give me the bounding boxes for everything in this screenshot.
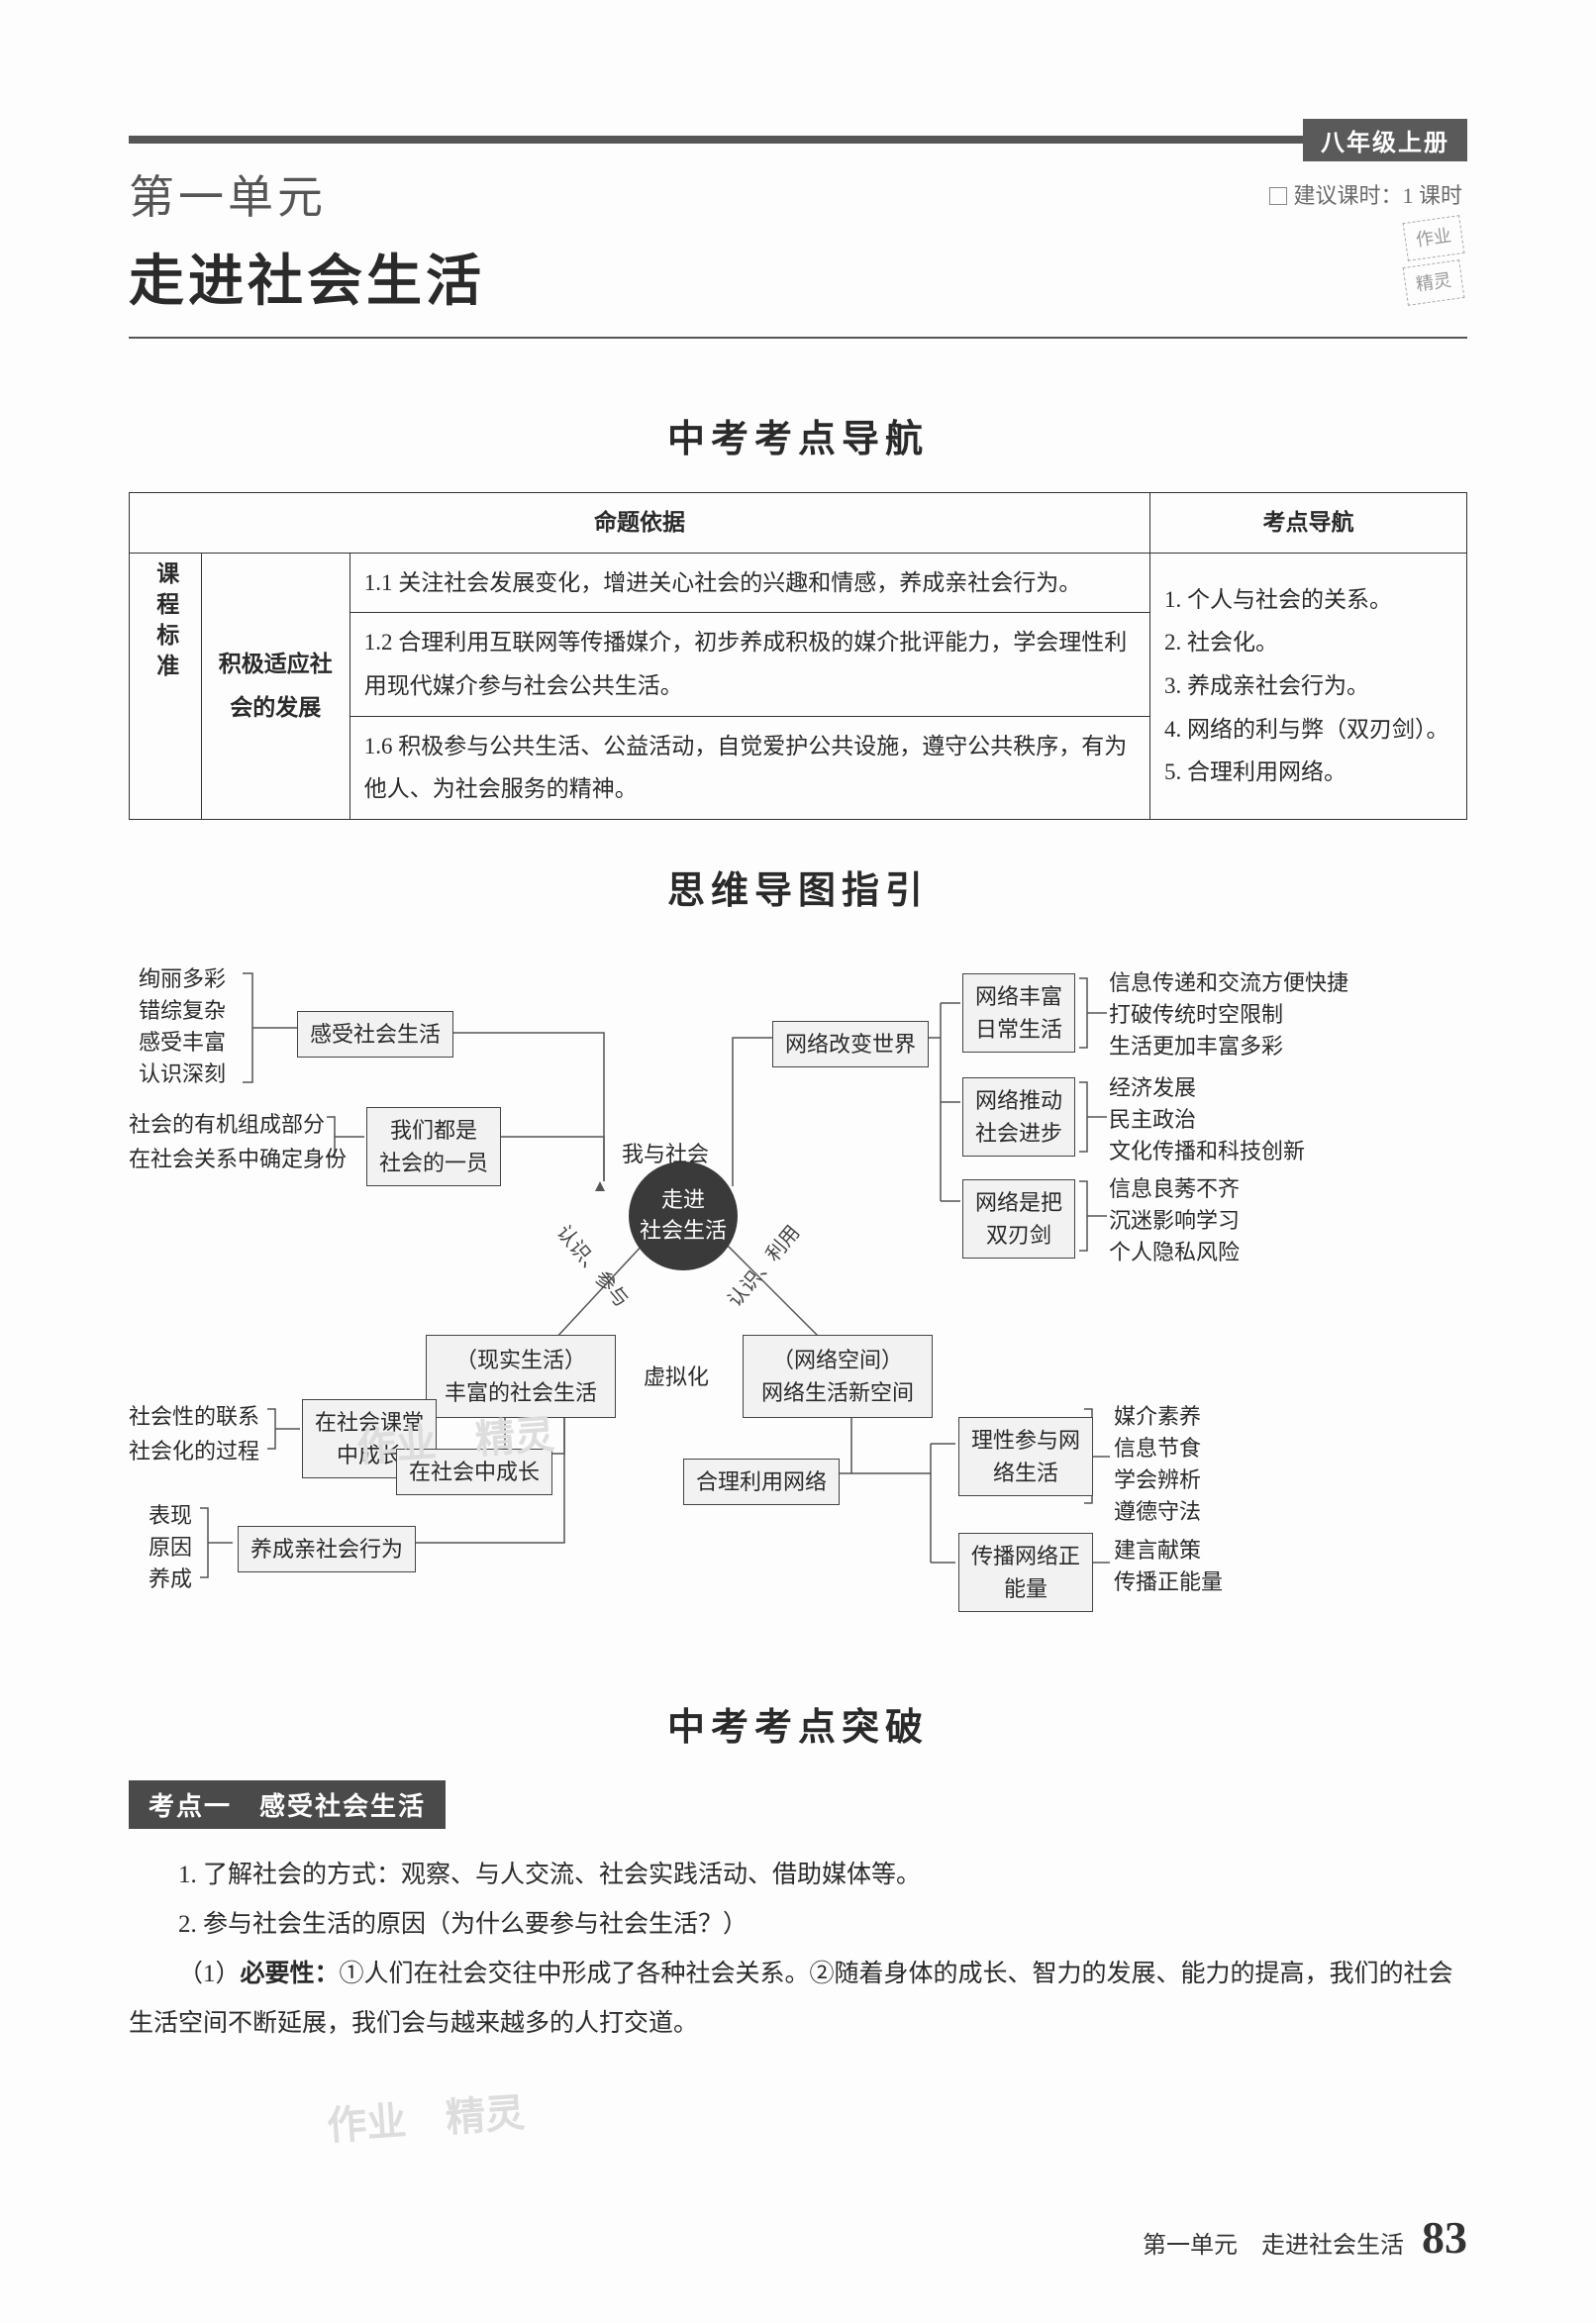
- suggestion-box: 建议课时：1 课时 作业 精灵: [1269, 178, 1462, 302]
- point-4: 5. 合理利用网络。: [1164, 751, 1452, 794]
- mm-r3-b: 双刃剑: [975, 1219, 1062, 1252]
- stamp-1: 作业: [1403, 215, 1465, 260]
- mm-rightbox: （网络空间） 网络生活新空间: [743, 1335, 933, 1418]
- mm-leftbox: （现实生活） 丰富的社会生活: [426, 1335, 616, 1418]
- mm-r2-a: 网络推动: [975, 1084, 1062, 1117]
- mm-r3-0: 信息良莠不齐: [1109, 1171, 1240, 1203]
- title-underline: [129, 337, 1467, 339]
- section-breakthrough-title: 中考考点突破: [129, 1696, 1467, 1751]
- mm-l1-3: 认识深刻: [139, 1057, 226, 1088]
- mm-r2-2: 文化传播和科技创新: [1109, 1134, 1305, 1165]
- th-points: 考点导航: [1150, 493, 1467, 554]
- mm-r2-b: 社会进步: [975, 1117, 1062, 1150]
- mm-r2-0: 经济发展: [1109, 1070, 1196, 1102]
- mm-l3-0: 社会性的联系: [129, 1399, 259, 1431]
- point-2: 3. 养成亲社会行为。: [1164, 664, 1452, 708]
- mm-rightbox-b: 网络生活新空间: [761, 1376, 914, 1409]
- mm-r5-a: 传播网络正: [971, 1540, 1080, 1572]
- mindmap: 走进 社会生活 我与社会 （现实生活） 丰富的社会生活 （网络空间） 网络生活新…: [129, 944, 1467, 1657]
- mm-l1-2: 感受丰富: [139, 1025, 226, 1057]
- mm-r2-1: 民主政治: [1109, 1102, 1196, 1134]
- mm-l4-2: 养成: [149, 1562, 192, 1593]
- footer: 第一单元 走进社会生活 83: [1143, 2211, 1467, 2264]
- grade-badge: 八年级上册: [1303, 119, 1467, 161]
- point-1: 2. 社会化。: [1164, 621, 1452, 664]
- mm-l2-1: 在社会关系中确定身份: [129, 1142, 347, 1173]
- mm-l1-1: 错综复杂: [139, 993, 226, 1025]
- mm-r4-box: 理性参与网 络生活: [958, 1417, 1093, 1496]
- point-0: 1. 个人与社会的关系。: [1164, 578, 1452, 622]
- mm-l4-box: 养成亲社会行为: [238, 1526, 416, 1572]
- mm-r1-box: 网络丰富 日常生活: [962, 973, 1075, 1053]
- mm-l4-0: 表现: [149, 1498, 192, 1530]
- mm-leftbox-a: （现实生活）: [445, 1344, 597, 1376]
- mm-r1-b: 日常生活: [975, 1013, 1062, 1046]
- mm-l2-box-a: 我们都是: [379, 1114, 488, 1147]
- point-3: 4. 网络的利与弊（双刃剑）。: [1164, 708, 1452, 752]
- unit-number: 第一单元: [129, 161, 1467, 227]
- mm-r1-a: 网络丰富: [975, 980, 1062, 1013]
- mm-r4-0: 媒介素养: [1114, 1399, 1201, 1431]
- mm-r1-2: 生活更加丰富多彩: [1109, 1029, 1283, 1060]
- mm-r5-box: 传播网络正 能量: [958, 1533, 1093, 1612]
- mm-r4-a: 理性参与网: [971, 1424, 1080, 1457]
- mm-r5-b: 能量: [971, 1572, 1080, 1605]
- mm-r4-2: 学会辨析: [1114, 1463, 1201, 1494]
- kaodian-bar: 考点一 感受社会生活: [129, 1780, 446, 1829]
- td-basis-1: 1.2 合理利用互联网等传播媒介，初步养成积极的媒介批评能力，学会理性利用现代媒…: [349, 613, 1149, 716]
- mm-r3-box: 网络是把 双刃剑: [962, 1179, 1075, 1259]
- th-basis: 命题依据: [130, 493, 1150, 554]
- stamp-2: 精灵: [1403, 259, 1465, 305]
- mm-r3-2: 个人隐私风险: [1109, 1235, 1240, 1266]
- mm-r4-3: 遵德守法: [1114, 1494, 1201, 1526]
- mm-top: 我与社会: [622, 1137, 709, 1168]
- td-vert-label: 课程标准: [130, 553, 202, 819]
- kd-p3b: 必要性：: [241, 1961, 340, 1987]
- mm-r3-a: 网络是把: [975, 1186, 1062, 1219]
- mm-l3-1: 社会化的过程: [129, 1434, 259, 1465]
- top-rule-row: 八年级上册: [129, 119, 1467, 161]
- mm-r5-0: 建言献策: [1114, 1533, 1201, 1565]
- mm-l4-1: 原因: [149, 1530, 192, 1562]
- section-mindmap-title: 思维导图指引: [129, 859, 1467, 914]
- mm-r3-1: 沉迷影响学习: [1109, 1203, 1240, 1235]
- mm-r5-1: 传播正能量: [1114, 1565, 1223, 1596]
- unit-title: 走进社会生活: [129, 237, 1467, 317]
- kd-p2: 2. 参与社会生活的原因（为什么要参与社会生活？）: [129, 1900, 1467, 1950]
- mm-rightbox-a: （网络空间）: [761, 1344, 914, 1376]
- suggestion-text: 建议课时：1 课时: [1293, 183, 1462, 208]
- section-nav-title: 中考考点导航: [129, 408, 1467, 462]
- mm-r4-b: 络生活: [971, 1457, 1080, 1489]
- mm-r1-1: 打破传统时空限制: [1109, 997, 1283, 1029]
- mm-r1-0: 信息传递和交流方便快捷: [1109, 965, 1348, 997]
- mm-leftbox-b: 丰富的社会生活: [445, 1376, 597, 1409]
- mm-l1-0: 绚丽多彩: [139, 961, 226, 993]
- mm-rtop: 网络改变世界: [772, 1021, 929, 1067]
- footer-label: 第一单元 走进社会生活: [1143, 2225, 1404, 2260]
- td-sub-label: 积极适应社会的发展: [201, 553, 349, 819]
- mm-l2-box-b: 社会的一员: [379, 1147, 488, 1179]
- mm-l3-right: 在社会中成长: [396, 1449, 552, 1495]
- checkbox-icon: [1269, 187, 1287, 205]
- mm-rbot: 合理利用网络: [683, 1459, 840, 1505]
- mm-center: 走进 社会生活: [629, 1162, 738, 1270]
- mm-l2-box: 我们都是 社会的一员: [366, 1107, 501, 1186]
- exam-table: 命题依据 考点导航 课程标准 积极适应社会的发展 1.1 关注社会发展变化，增进…: [129, 492, 1467, 820]
- kd-p1: 1. 了解社会的方式：观察、与人交流、社会实践活动、借助媒体等。: [129, 1851, 1467, 1900]
- mm-r2-box: 网络推动 社会进步: [962, 1077, 1075, 1157]
- mm-l2-0: 社会的有机组成部分: [129, 1107, 325, 1139]
- watermark-2: 作业 精灵: [325, 2080, 527, 2152]
- page-number: 83: [1422, 2211, 1467, 2264]
- mm-r4-1: 信息节食: [1114, 1431, 1201, 1463]
- mm-l1-box: 感受社会生活: [297, 1011, 453, 1058]
- top-thick-rule: [129, 136, 1303, 144]
- mm-center-text: 走进 社会生活: [640, 1185, 727, 1247]
- td-basis-2: 1.6 积极参与公共生活、公益活动，自觉爱护公共设施，遵守公共秩序，有为他人、为…: [349, 716, 1149, 819]
- mm-l3-box-a: 在社会课堂: [315, 1406, 424, 1439]
- td-basis-0: 1.1 关注社会发展变化，增进关心社会的兴趣和情感，养成亲社会行为。: [349, 553, 1149, 613]
- kd-p3: （1）必要性：①人们在社会交往中形成了各种社会关系。②随着身体的成长、智力的发展…: [129, 1950, 1467, 2049]
- td-points: 1. 个人与社会的关系。 2. 社会化。 3. 养成亲社会行为。 4. 网络的利…: [1150, 553, 1467, 819]
- mm-midlabel: 虚拟化: [644, 1360, 709, 1391]
- kd-p3a: （1）: [178, 1961, 241, 1987]
